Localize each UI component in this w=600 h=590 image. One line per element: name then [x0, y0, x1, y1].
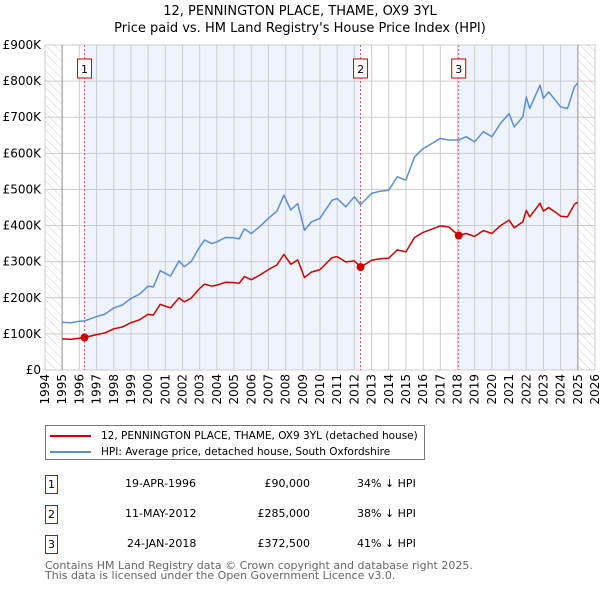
x-tick-label: 2001: [158, 374, 172, 405]
transaction-number: 1: [45, 475, 58, 494]
transaction-hpi-diff: 38% ↓ HPI: [357, 507, 416, 520]
footer-licence: This data is licensed under the Open Gov…: [45, 569, 396, 582]
y-tick-label: £300K: [3, 255, 43, 269]
x-tick-label: 2017: [433, 374, 447, 405]
x-tick-label: 1996: [72, 374, 86, 405]
chart-subtitle: Price paid vs. HM Land Registry's House …: [114, 21, 486, 36]
x-tick-label: 2023: [536, 374, 550, 405]
sale-marker-label: 1: [81, 63, 88, 76]
y-tick-label: £800K: [3, 74, 43, 88]
y-tick-label: £700K: [3, 110, 43, 124]
transaction-date: 11-MAY-2012: [125, 507, 197, 520]
x-tick-label: 1998: [107, 374, 121, 405]
sale-marker-box: [353, 58, 369, 79]
y-tick-label: £0: [26, 363, 41, 377]
x-tick-label: 2024: [554, 374, 568, 405]
x-tick-label: 2004: [210, 374, 224, 405]
transaction-hpi-diff: 34% ↓ HPI: [357, 477, 416, 490]
property-price-line: [62, 201, 579, 341]
x-tick-label: 2009: [296, 374, 310, 405]
x-tick-label: 2007: [261, 374, 275, 405]
x-tick-label: 1999: [124, 374, 138, 405]
sale-point: [80, 333, 89, 342]
y-tick-label: £200K: [3, 291, 43, 305]
x-tick-label: 2015: [399, 374, 413, 405]
sale-point: [454, 231, 463, 240]
x-tick-label: 2026: [588, 374, 600, 405]
x-tick-label: 1997: [90, 374, 104, 405]
x-tick-label: 2022: [519, 374, 533, 405]
sale-marker-label: 2: [357, 63, 364, 76]
x-tick-label: 2025: [571, 374, 585, 405]
footer-copyright: Contains HM Land Registry data © Crown c…: [45, 559, 473, 572]
x-tick-label: 2012: [347, 374, 361, 405]
y-tick-label: £100K: [3, 327, 43, 341]
x-tick-label: 2016: [416, 374, 430, 405]
x-tick-label: 2008: [279, 374, 293, 405]
x-tick-label: 2000: [141, 374, 155, 405]
chart-title: 12, PENNINGTON PLACE, THAME, OX9 3YL: [163, 4, 437, 19]
transaction-number: 2: [45, 505, 58, 524]
shaded-band: [84, 45, 361, 370]
transaction-price: £285,000: [257, 507, 311, 520]
price-chart: 12, PENNINGTON PLACE, THAME, OX9 3YL Pri…: [3, 4, 600, 405]
x-tick-label: 2002: [176, 374, 190, 405]
legend-label-property: 12, PENNINGTON PLACE, THAME, OX9 3YL (de…: [101, 430, 418, 442]
x-tick-label: 1994: [38, 374, 52, 405]
hpi-line: [62, 82, 579, 324]
legend-item-hpi: HPI: Average price, detached house, Sout…: [50, 445, 390, 459]
x-tick-label: 2011: [330, 374, 344, 405]
x-tick-label: 2014: [382, 374, 396, 405]
x-tick-label: 2010: [313, 374, 327, 405]
shaded-band: [458, 45, 578, 370]
x-tick-label: 2006: [244, 374, 258, 405]
x-tick-label: 1995: [55, 374, 69, 405]
transaction-number: 3: [45, 535, 58, 554]
y-tick-label: £500K: [3, 182, 43, 196]
transaction-price: £372,500: [257, 537, 311, 550]
sale-point: [356, 263, 365, 272]
legend: 12, PENNINGTON PLACE, THAME, OX9 3YL (de…: [45, 425, 425, 460]
transaction-price: £90,000: [264, 477, 311, 490]
sale-marker-box: [451, 58, 467, 79]
legend-label-hpi: HPI: Average price, detached house, Sout…: [101, 446, 391, 458]
hatched-region-after-data: [577, 45, 595, 370]
transaction-hpi-diff: 41% ↓ HPI: [357, 537, 416, 550]
plot-border: [44, 44, 596, 371]
transaction-date: 24-JAN-2018: [127, 537, 197, 550]
y-tick-label: £900K: [3, 38, 43, 52]
y-tick-label: £400K: [3, 219, 43, 233]
legend-item-property: 12, PENNINGTON PLACE, THAME, OX9 3YL (de…: [50, 429, 418, 443]
x-tick-label: 2020: [485, 374, 499, 405]
legend-red-line: [50, 435, 91, 437]
hatched-region-before-data: [45, 45, 63, 370]
y-tick-label: £600K: [3, 146, 43, 160]
x-tick-label: 2013: [365, 374, 379, 405]
sale-marker-box: [77, 58, 93, 79]
transaction-date: 19-APR-1996: [125, 477, 197, 490]
legend-blue-line: [50, 451, 91, 453]
x-tick-label: 2019: [468, 374, 482, 405]
x-tick-label: 2021: [502, 374, 516, 405]
x-tick-label: 2003: [193, 374, 207, 405]
x-tick-label: 2018: [451, 374, 465, 405]
sale-marker-label: 3: [455, 63, 462, 76]
x-tick-label: 2005: [227, 374, 241, 405]
